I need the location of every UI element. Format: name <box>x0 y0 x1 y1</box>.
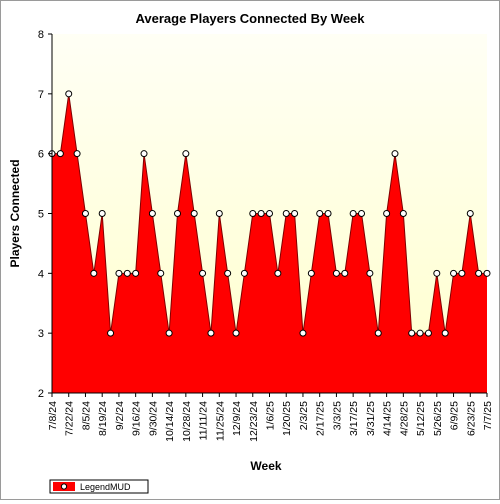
data-point <box>266 210 273 217</box>
x-tick-label: 12/23/24 <box>248 401 260 442</box>
data-point <box>148 210 156 217</box>
data-point <box>215 210 223 217</box>
data-point <box>441 329 449 337</box>
series-area-legendmud <box>52 93 487 393</box>
data-point <box>475 269 483 277</box>
x-tick-label: 9/30/24 <box>147 401 159 436</box>
data-point <box>366 269 374 277</box>
data-point <box>341 269 349 277</box>
data-point <box>416 329 424 337</box>
data-point <box>291 210 299 217</box>
x-tick-label: 6/9/25 <box>449 401 461 430</box>
data-point <box>374 329 382 337</box>
data-point <box>324 210 332 217</box>
x-axis-label: Week <box>250 459 281 473</box>
x-tick-label: 6/23/25 <box>465 401 477 436</box>
data-point <box>399 210 407 217</box>
y-tick-label: 5 <box>38 209 44 221</box>
x-tick-label: 8/5/24 <box>80 401 92 430</box>
data-point <box>424 329 432 337</box>
data-point <box>190 210 198 217</box>
x-tick-label: 11/25/24 <box>214 401 226 441</box>
data-point <box>165 329 173 337</box>
data-point <box>140 150 148 158</box>
legend-marker <box>60 483 68 490</box>
data-point <box>249 210 257 217</box>
x-tick-label: 2/17/25 <box>315 401 327 436</box>
x-tick-label: 7/22/24 <box>64 401 76 436</box>
data-point <box>240 269 248 277</box>
y-tick-label: 2 <box>38 388 44 400</box>
chart-title: Average Players Connected By Week <box>135 11 365 26</box>
data-point <box>65 90 73 98</box>
data-point <box>81 210 89 217</box>
data-point <box>466 210 474 217</box>
x-tick-label: 11/11/24 <box>198 401 210 440</box>
x-tick-label: 4/14/25 <box>382 401 394 436</box>
x-tick-label: 9/16/24 <box>131 401 143 436</box>
x-tick-label: 3/31/25 <box>365 401 377 436</box>
x-tick-label: 10/14/24 <box>164 401 176 442</box>
data-point <box>73 150 81 158</box>
data-point <box>458 269 466 277</box>
x-tick-label: 7/7/25 <box>482 401 494 430</box>
data-point <box>358 210 366 217</box>
data-point <box>157 269 165 277</box>
x-tick-label: 9/2/24 <box>114 401 126 430</box>
y-tick-label: 7 <box>38 89 44 101</box>
data-point <box>98 210 106 217</box>
data-point <box>199 269 207 277</box>
data-point <box>207 329 215 337</box>
data-point <box>408 329 416 337</box>
data-point <box>349 210 357 217</box>
data-point <box>450 269 458 277</box>
y-tick-label: 4 <box>38 268 44 280</box>
data-point <box>232 329 240 337</box>
marker-layer <box>48 90 491 337</box>
legend: LegendMUD <box>49 479 149 494</box>
data-point <box>107 329 115 337</box>
data-point <box>316 210 324 217</box>
data-point <box>433 269 441 277</box>
data-point <box>483 269 491 277</box>
data-point <box>224 269 232 277</box>
data-point <box>282 210 290 217</box>
legend-entry-legendmud: LegendMUD <box>80 482 131 492</box>
x-tick-label: 3/3/25 <box>331 401 343 430</box>
y-axis-label: Players Connected <box>8 159 22 267</box>
x-tick-label: 7/8/24 <box>47 401 59 430</box>
data-point <box>383 210 391 217</box>
data-point <box>173 210 181 217</box>
x-tick-label: 10/28/24 <box>181 401 193 442</box>
data-point <box>182 150 190 158</box>
data-point <box>115 269 123 277</box>
x-tick-label: 2/3/25 <box>298 401 310 430</box>
data-point <box>123 269 131 277</box>
y-tick-label: 3 <box>38 328 44 340</box>
data-point <box>391 150 399 158</box>
y-tick-label: 6 <box>38 149 44 161</box>
data-point <box>332 269 340 277</box>
x-tick-label: 12/9/24 <box>231 401 243 436</box>
data-point <box>257 210 265 217</box>
y-tick-label: 8 <box>38 29 44 41</box>
x-tick-label: 8/19/24 <box>97 401 109 436</box>
data-point <box>56 150 64 158</box>
x-tick-label: 1/6/25 <box>265 401 277 430</box>
x-tick-label: 1/20/25 <box>281 401 293 436</box>
data-point <box>307 269 315 277</box>
x-tick-label: 4/28/25 <box>398 401 410 436</box>
data-point <box>299 329 307 337</box>
data-point <box>274 269 282 277</box>
x-tick-label: 5/26/25 <box>432 401 444 436</box>
x-tick-label: 5/12/25 <box>415 401 427 436</box>
data-point <box>90 269 98 277</box>
data-point <box>132 269 140 277</box>
x-tick-label: 3/17/25 <box>348 401 360 436</box>
axis-layer: 2 3 4 5 6 7 8 7/8/24 7/22/24 8/5/24 8/19/24 9/2/24 9… <box>38 29 494 442</box>
